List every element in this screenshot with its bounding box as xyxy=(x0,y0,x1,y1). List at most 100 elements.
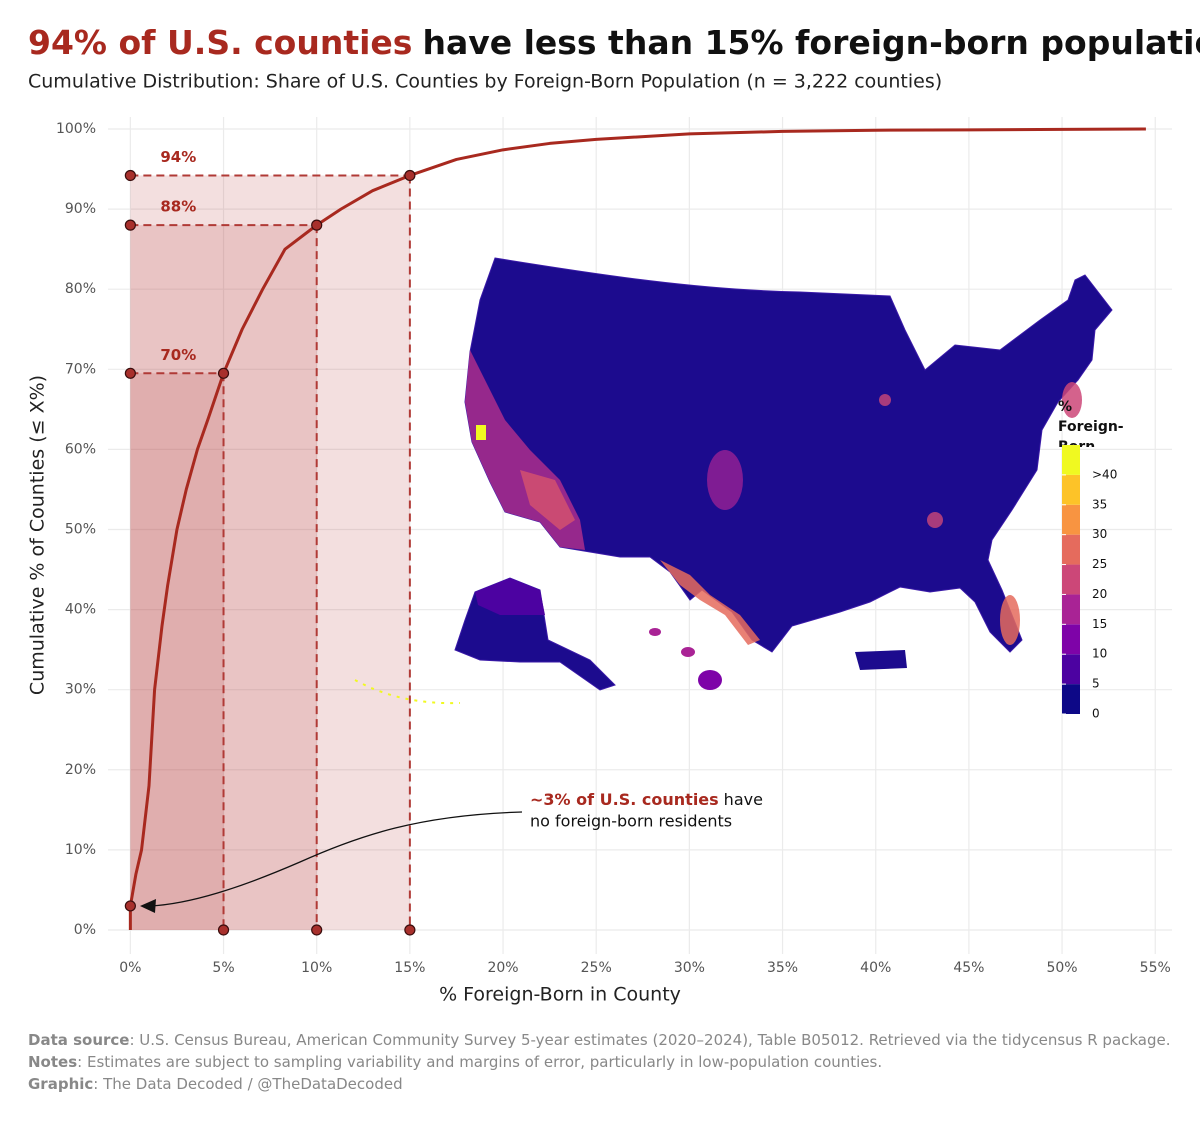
legend-swatch xyxy=(1062,684,1080,714)
plot-area: 0% 5% 10% 15% 20% 25% 30% 35% 40% 45% 50% 55% 0% 10% 2… xyxy=(56,121,1171,976)
legend-swatch xyxy=(1062,534,1080,565)
footer-line: Graphic: The Data Decoded / @TheDataDeco… xyxy=(28,1075,403,1093)
footer-line: Data source: U.S. Census Bureau, America… xyxy=(28,1031,1171,1049)
threshold-label: 70% xyxy=(160,346,196,364)
region-chicago xyxy=(879,394,891,406)
y-axis-title: Cumulative % of Counties (≤ X%) xyxy=(27,375,49,695)
title-highlight: 94% of U.S. counties xyxy=(28,23,412,62)
region-northeast xyxy=(1062,382,1082,418)
point xyxy=(311,924,323,936)
legend-label: 35 xyxy=(1092,497,1107,511)
legend-label: 10 xyxy=(1092,647,1107,661)
threshold-area xyxy=(130,225,317,930)
legend-label: 0 xyxy=(1092,707,1100,721)
y-tick-label: 0% xyxy=(74,922,96,938)
annotation-highlight: ~3% of U.S. counties xyxy=(530,790,719,809)
point xyxy=(404,924,416,936)
shaded-areas xyxy=(130,175,410,930)
legend-swatch xyxy=(1062,504,1080,535)
aleutian-islands xyxy=(354,679,461,705)
y-tick-label: 10% xyxy=(65,842,96,858)
legend-label: 15 xyxy=(1092,617,1107,631)
x-tick-label: 55% xyxy=(1140,960,1171,976)
subtitle: Cumulative Distribution: Share of U.S. C… xyxy=(28,71,942,93)
x-tick-label: 30% xyxy=(674,960,705,976)
point xyxy=(217,924,230,936)
threshold-area xyxy=(130,373,224,930)
legend-swatch xyxy=(1062,445,1080,475)
annotation-line-2: no foreign-born residents xyxy=(530,812,732,831)
x-tick-label: 45% xyxy=(953,960,984,976)
y-tick-label: 100% xyxy=(56,121,96,137)
legend: 0 5 10 15 20 25 30 35 >40 xyxy=(1062,445,1117,721)
x-tick-label: 35% xyxy=(767,960,798,976)
x-tick-label: 20% xyxy=(487,960,518,976)
y-tick-label: 50% xyxy=(65,521,96,537)
point xyxy=(124,367,136,379)
point xyxy=(217,367,230,379)
legend-title-box: % Foreign-Born xyxy=(1058,399,1124,447)
legend-label: 20 xyxy=(1092,587,1107,601)
x-tick-label: 40% xyxy=(860,960,891,976)
note-label: Data source xyxy=(28,1031,129,1049)
x-tick-label: 50% xyxy=(1046,960,1077,976)
threshold-area xyxy=(130,175,410,930)
note-text: : U.S. Census Bureau, American Community… xyxy=(129,1031,1170,1049)
point xyxy=(124,219,136,231)
hawaii-island xyxy=(681,647,695,657)
point xyxy=(124,169,136,182)
region-plains xyxy=(707,450,743,510)
note-label: Notes xyxy=(28,1053,77,1071)
title-rest: have less than 15% foreign-born populati… xyxy=(422,23,1200,62)
x-tick-label: 10% xyxy=(301,960,332,976)
arrow-head xyxy=(140,899,156,913)
puerto-rico xyxy=(855,650,907,670)
us-map xyxy=(354,257,1113,705)
legend-swatch xyxy=(1062,654,1080,685)
region-texas-border xyxy=(660,560,760,645)
threshold-label: 88% xyxy=(160,198,196,216)
x-axis-title: % Foreign-Born in County xyxy=(439,984,681,1006)
y-tick-label: 40% xyxy=(65,602,96,618)
y-tick-label: 60% xyxy=(65,441,96,457)
note-label: Graphic xyxy=(28,1075,93,1093)
contiguous-us xyxy=(464,257,1113,653)
y-tick-label: 20% xyxy=(65,762,96,778)
hawaii-island xyxy=(698,670,722,690)
note-text: : Estimates are subject to sampling vari… xyxy=(77,1053,882,1071)
legend-swatch xyxy=(1062,474,1080,505)
region-florida xyxy=(1000,595,1020,645)
legend-label: >40 xyxy=(1092,467,1117,481)
annotation-arrow xyxy=(149,811,523,907)
x-tick-label: 5% xyxy=(212,960,234,976)
cumulative-line xyxy=(128,127,1146,930)
point xyxy=(404,169,416,182)
footer-line: Notes: Estimates are subject to sampling… xyxy=(28,1053,882,1071)
x-tick-label: 25% xyxy=(581,960,612,976)
alaska-north xyxy=(475,578,545,615)
y-tick-label: 70% xyxy=(65,361,96,377)
legend-title: % Foreign-Born xyxy=(1058,399,1124,447)
region-atlanta xyxy=(927,512,943,528)
region-bay-area xyxy=(476,425,486,440)
x-tick-label: 15% xyxy=(394,960,425,976)
region-southwest xyxy=(520,470,575,530)
hawaii-island xyxy=(649,628,661,636)
legend-swatch xyxy=(1062,624,1080,655)
chart-title: 94% of U.S. counties have less than 15% f… xyxy=(28,23,1200,62)
point xyxy=(124,900,136,912)
note-text: : The Data Decoded / @TheDataDecoded xyxy=(93,1075,402,1093)
legend-label: 25 xyxy=(1092,557,1107,571)
y-tick-label: 30% xyxy=(65,682,96,698)
threshold-label: 94% xyxy=(160,148,196,166)
y-tick-label: 80% xyxy=(65,281,96,297)
x-tick-label: 0% xyxy=(119,960,141,976)
annotation-text: have xyxy=(724,790,763,809)
legend-label: 30 xyxy=(1092,527,1107,541)
legend-swatch xyxy=(1062,594,1080,625)
legend-label: 5 xyxy=(1092,677,1100,691)
legend-swatch xyxy=(1062,564,1080,595)
y-tick-label: 90% xyxy=(65,201,96,217)
